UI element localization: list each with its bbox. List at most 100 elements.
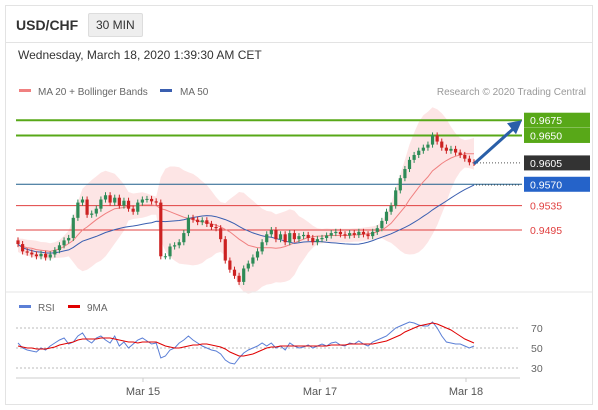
main-price-panel: 0.9675 0.9650 0.9605 0.9570 0.9535 0.9495 [16,107,590,294]
symbol-label: USD/CHF [16,17,79,33]
candle-body [407,159,412,170]
candle-body [260,242,264,252]
candle-body [76,202,80,218]
candle-body [103,195,108,200]
level-label-0.9535: 0.9535 [530,201,562,213]
ma50-legend-swatch [160,89,172,92]
rsi-ma-legend-swatch [68,305,80,308]
candle-body [39,253,43,257]
candle-body [458,152,462,155]
candle-body [90,213,94,215]
candle-body [122,200,126,206]
current-price-tag [524,155,590,171]
candle-body [16,240,20,245]
rsi-legend-label: RSI [38,303,55,314]
candle-body [191,217,195,220]
candle-body [34,254,39,257]
candle-body [177,242,181,246]
candle-body [463,154,467,159]
candle-body [357,231,361,235]
candle-body [435,135,439,142]
rsi-tick-70: 70 [531,323,543,335]
candle-body [94,208,98,214]
level-tag-0.9570 [524,176,590,192]
candle-body [163,256,167,258]
candle-body [444,147,448,151]
candle-body [186,217,191,234]
rsi-panel: 70 50 30 [16,321,543,375]
rsi-tick-50: 50 [531,343,543,355]
candle-body [398,178,402,191]
candle-body [126,200,131,209]
candle-body [329,233,333,236]
candle-body [214,226,218,229]
candle-body [421,147,425,151]
rsi-series-rsi [17,321,475,365]
candle-body [145,198,149,200]
bollinger-band [18,107,474,294]
x-label-2: Mar 18 [449,386,483,398]
candle-body [168,246,172,257]
candle-body [325,235,329,238]
candle-body [251,257,255,264]
candle-body [219,228,223,240]
ma50-line [17,184,475,254]
candle-body [269,230,273,235]
candle-body [343,234,347,236]
candle-body [117,197,121,206]
x-label-1: Mar 17 [303,386,337,398]
candle-body [292,233,296,240]
candle-body [173,245,177,247]
current-price-label: 0.9605 [530,158,562,170]
candle-body [246,263,250,269]
candle-body [430,135,435,145]
candle-body [371,231,375,237]
candle-body [108,195,112,203]
candle-body [403,169,407,179]
candle-body [182,233,186,243]
candle-body [375,228,379,232]
credit-label: Research © 2020 Trading Central [437,87,586,98]
projection-arrow-head [507,120,522,135]
candle-body [334,231,338,234]
rsi-tick-30: 30 [531,363,543,375]
candle-body [380,220,384,229]
level-label-0.9650: 0.9650 [530,130,562,142]
candle-body [306,234,310,238]
candle-body [242,268,246,282]
candle-body [131,208,135,212]
candle-body [265,234,269,243]
level-label-0.9570: 0.9570 [530,179,562,191]
candle-body [30,252,34,255]
candle-body [389,205,393,212]
x-axis: Mar 15 Mar 17 Mar 18 [126,378,483,398]
candle-body [320,237,324,240]
chart-header: USD/CHF 30 MIN [6,6,592,43]
candle-body [48,254,52,258]
candle-body [352,233,356,235]
candle-body [154,201,158,203]
level-label-0.9675: 0.9675 [530,115,562,127]
level-tag-0.9675 [524,112,590,128]
candle-body [283,234,287,243]
candle-body [315,239,319,243]
candle-body [301,234,306,237]
projection-arrow-shaft [472,126,517,166]
candle-body [338,231,343,235]
candle-body [467,158,471,163]
rsi-series-9ma [17,322,475,357]
candle-body [274,230,278,240]
candle-body [278,234,283,240]
candle-body [62,240,66,246]
candle-body [228,260,232,270]
candle-body [412,154,416,160]
ma50-legend-label: MA 50 [180,87,209,98]
candle-body [71,217,75,238]
timeframe-badge[interactable]: 30 MIN [88,13,143,37]
candle-body [80,199,85,203]
candle-body [440,141,444,148]
ma20-line [17,153,474,252]
candle-body [384,211,389,221]
candle-body [223,239,227,261]
